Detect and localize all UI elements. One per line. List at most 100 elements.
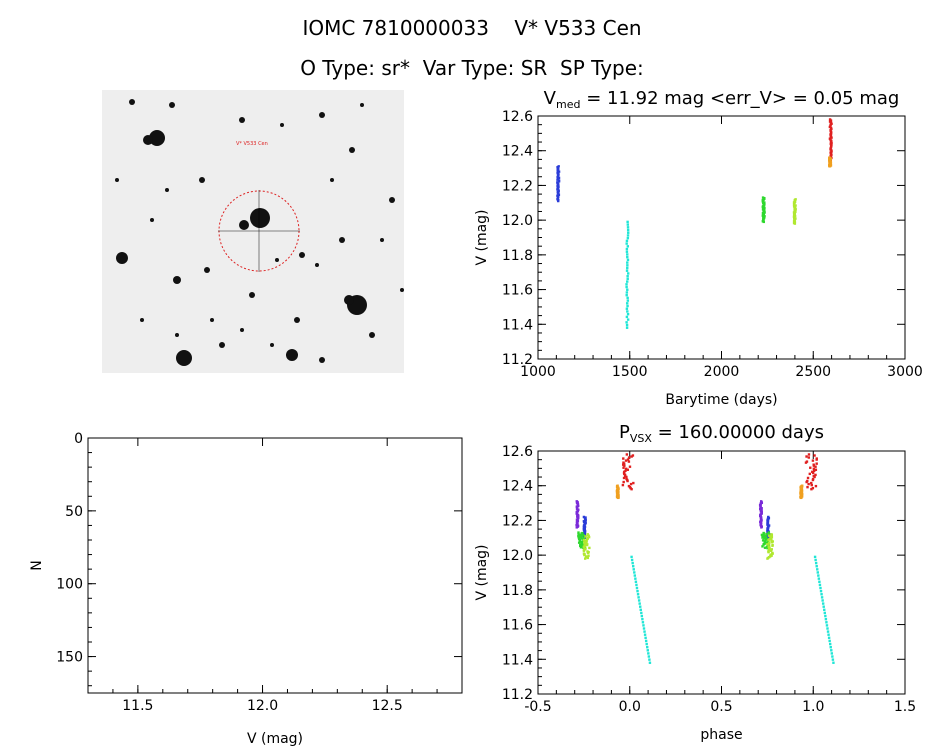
field-star <box>250 208 270 228</box>
lightcurve-point <box>557 179 561 182</box>
phased-point <box>767 550 770 553</box>
phased-point <box>580 540 583 543</box>
field-star <box>239 117 245 123</box>
phased-point <box>815 457 818 460</box>
lightcurve-point <box>626 234 630 237</box>
field-star <box>315 263 319 267</box>
lightcurve-point <box>626 304 629 308</box>
lightcurve-series <box>828 156 833 168</box>
phased-series <box>804 453 818 491</box>
phased-point <box>575 505 579 508</box>
phased-point <box>632 565 635 568</box>
phased-point <box>767 533 771 536</box>
phased-point <box>814 561 818 565</box>
phased-point <box>763 542 766 545</box>
phased-point <box>767 524 771 527</box>
phased-point <box>819 586 822 590</box>
phased-xtick-label: 1.5 <box>894 699 916 715</box>
lightcurve-point <box>625 302 629 305</box>
phased-point <box>637 599 641 602</box>
phased-point <box>579 535 582 538</box>
histogram-ytick-label: 0 <box>74 431 83 447</box>
lightcurve-frame <box>537 115 906 360</box>
phased-point <box>584 541 587 545</box>
phased-point <box>812 474 815 478</box>
phased-point <box>647 652 650 655</box>
lightcurve-point <box>761 196 765 199</box>
phased-point <box>583 540 586 543</box>
phased-point <box>626 458 630 461</box>
phased-series <box>766 533 774 560</box>
lightcurve-series <box>761 196 766 224</box>
phased-point <box>819 589 823 593</box>
finder-chart-svg: V* V533 Cen <box>115 99 404 366</box>
phased-point <box>579 543 582 547</box>
phased-point <box>584 555 588 558</box>
phased-point <box>810 481 813 485</box>
phased-point <box>761 539 765 542</box>
phased-point <box>767 531 771 534</box>
histogram-ytick-label: 150 <box>56 650 83 666</box>
phased-point <box>631 454 635 457</box>
phased-point <box>628 465 632 468</box>
lightcurve-point <box>625 323 629 327</box>
phased-point <box>763 537 766 540</box>
histogram-ytick-label: 100 <box>56 577 83 593</box>
phased-ytick-label: 11.2 <box>502 687 533 703</box>
field-star <box>380 238 384 242</box>
phased-point <box>825 624 829 627</box>
phased-point <box>641 617 644 621</box>
phased-title: PVSX = 160.00000 days <box>619 422 824 445</box>
phased-point <box>616 484 619 487</box>
field-star <box>176 350 192 366</box>
field-star <box>249 292 255 298</box>
phased-point <box>822 605 825 608</box>
lightcurve-point <box>626 253 629 256</box>
phased-point <box>635 583 638 587</box>
phased-point <box>643 633 647 636</box>
phased-point <box>828 642 832 646</box>
phased-point <box>580 537 583 540</box>
field-star <box>129 99 135 105</box>
lightcurve-point <box>626 280 629 283</box>
phased-xlabel: phase <box>700 727 742 743</box>
phased-point <box>582 520 586 523</box>
phased-point <box>810 487 813 491</box>
phased-point <box>824 617 828 621</box>
phased-point <box>805 455 808 458</box>
lightcurve-point <box>794 198 797 201</box>
phased-ytick-label: 12.0 <box>502 548 533 564</box>
histogram-xtick-label: 12.5 <box>372 698 403 714</box>
phased-point <box>771 543 774 547</box>
phased-point <box>622 476 626 480</box>
phased-ytick-label: 12.6 <box>502 444 533 460</box>
lightcurve-point <box>625 285 628 289</box>
phased-point <box>648 658 651 661</box>
phased-point <box>579 533 582 537</box>
phased-point <box>826 627 829 630</box>
phased-point <box>630 455 633 458</box>
phased-point <box>825 621 828 624</box>
phased-point <box>585 539 588 542</box>
phased-xtick-label: 0.0 <box>619 699 641 715</box>
field-star <box>239 220 249 230</box>
lightcurve-point <box>625 321 628 324</box>
histogram-xtick-label: 12.0 <box>247 698 278 714</box>
lightcurve-point <box>763 215 766 218</box>
phased-point <box>639 605 642 608</box>
phased-point <box>766 543 769 546</box>
phased-point <box>630 558 634 562</box>
lightcurve-point <box>792 204 796 208</box>
phased-point <box>582 536 586 540</box>
phased-point <box>625 453 629 456</box>
phased-ylabel: V (mag) <box>474 544 490 600</box>
field-star <box>299 252 305 258</box>
phased-point <box>581 531 584 535</box>
phased-point <box>648 661 652 664</box>
phased-point <box>577 508 580 511</box>
field-star <box>286 349 298 361</box>
phased-point <box>580 542 583 545</box>
phased-point <box>632 481 635 485</box>
field-star <box>349 147 355 153</box>
